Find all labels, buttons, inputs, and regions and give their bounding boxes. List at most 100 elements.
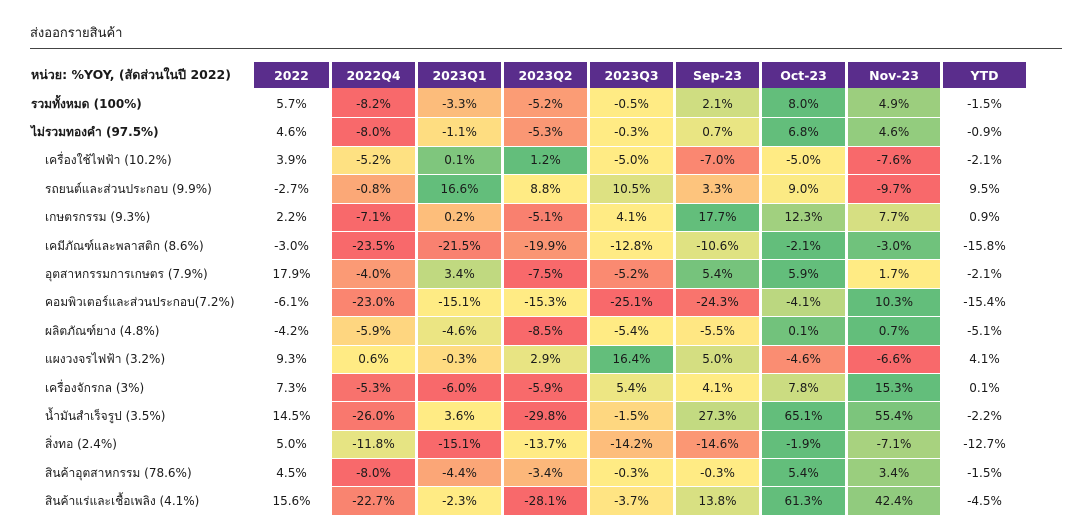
table-header-row: หน่วย: %YOY, (สัดส่วนในปี 2022) 2022 2022…	[31, 62, 1026, 88]
value-cell: 7.7%	[848, 203, 940, 232]
value-cell: -7.0%	[676, 146, 759, 176]
value-cell: -2.1%	[943, 260, 1026, 289]
value-cell: -4.6%	[762, 345, 845, 374]
value-cell: -4.0%	[332, 260, 415, 289]
value-cell: 10.5%	[590, 175, 673, 204]
value-cell: -11.8%	[332, 430, 415, 460]
value-cell: 5.0%	[254, 431, 329, 460]
value-cell: 9.0%	[762, 175, 845, 204]
value-cell: -23.0%	[332, 288, 415, 318]
value-cell: -19.9%	[504, 231, 587, 261]
value-cell: -2.3%	[418, 487, 501, 516]
value-cell: -5.5%	[676, 317, 759, 346]
value-cell: 3.9%	[254, 147, 329, 176]
value-cell: -3.0%	[254, 232, 329, 261]
row-label: สินค้าอุตสาหกรรม (78.6%)	[45, 465, 192, 480]
value-cell: -6.1%	[254, 289, 329, 318]
value-cell: 0.1%	[418, 146, 501, 176]
row-label: รวมทั้งหมด (100%)	[31, 96, 142, 111]
value-cell: 4.9%	[848, 88, 940, 119]
value-cell: 9.3%	[254, 346, 329, 374]
table-row: เกษตรกรรม (9.3%) 2.2% -7.1% 0.2% -5.1% 4.1% 17…	[31, 203, 1026, 232]
value-cell: -2.2%	[943, 402, 1026, 431]
value-cell: -0.3%	[590, 118, 673, 147]
value-cell: -3.0%	[848, 231, 940, 261]
value-cell: -1.1%	[418, 118, 501, 147]
value-cell: -5.2%	[504, 88, 587, 119]
row-label: รถยนต์และส่วนประกอบ (9.9%)	[45, 181, 212, 196]
value-cell: 2.2%	[254, 204, 329, 232]
value-cell: 3.6%	[418, 402, 501, 431]
value-cell: 65.1%	[762, 402, 845, 431]
value-cell: -5.3%	[504, 118, 587, 147]
value-cell: -3.3%	[418, 88, 501, 119]
value-cell: 5.9%	[762, 260, 845, 289]
row-label: สินค้าแร่และเชื้อเพลิง (4.1%)	[45, 494, 200, 509]
table-row: อุตสาหกรรมการเกษตร (7.9%) 17.9% -4.0% 3.4% -…	[31, 260, 1026, 289]
value-cell: 17.9%	[254, 260, 329, 289]
value-cell: -9.7%	[848, 175, 940, 204]
value-cell: -23.5%	[332, 231, 415, 261]
row-label: ผลิตภัณฑ์ยาง (4.8%)	[45, 323, 160, 338]
value-cell: 12.3%	[762, 203, 845, 232]
row-label: น้ำมันสำเร็จรูป (3.5%)	[45, 408, 166, 423]
value-cell: -10.6%	[676, 231, 759, 261]
value-cell: 8.8%	[504, 175, 587, 204]
value-cell: 15.3%	[848, 373, 940, 403]
value-cell: -5.0%	[590, 146, 673, 176]
table-row: ไม่รวมทองคำ (97.5%) 4.6% -8.0% -1.1% -5.3% -0…	[31, 118, 1026, 147]
value-cell: -2.1%	[762, 231, 845, 261]
value-cell: 7.8%	[762, 373, 845, 403]
column-header: Oct-23	[762, 62, 845, 88]
value-cell: -7.1%	[332, 203, 415, 232]
value-cell: -5.9%	[332, 317, 415, 346]
value-cell: 7.3%	[254, 374, 329, 403]
value-cell: -22.7%	[332, 487, 415, 516]
value-cell: -0.3%	[590, 459, 673, 488]
title-divider	[30, 48, 1062, 49]
value-cell: -5.2%	[590, 260, 673, 289]
value-cell: 16.4%	[590, 345, 673, 374]
value-cell: -1.9%	[762, 430, 845, 460]
table-row: สิ่งทอ (2.4%) 5.0% -11.8% -15.1% -13.7% -14.2…	[31, 430, 1026, 460]
value-cell: 0.2%	[418, 203, 501, 232]
value-cell: 2.9%	[504, 345, 587, 374]
value-cell: -15.8%	[943, 232, 1026, 261]
value-cell: 27.3%	[676, 402, 759, 431]
value-cell: -0.5%	[590, 88, 673, 119]
row-label: เครื่องจักรกล (3%)	[45, 380, 145, 395]
value-cell: -0.3%	[676, 459, 759, 488]
value-cell: -4.4%	[418, 459, 501, 488]
value-cell: -3.7%	[590, 487, 673, 516]
value-cell: -5.4%	[590, 317, 673, 346]
value-cell: -6.0%	[418, 373, 501, 403]
value-cell: -13.7%	[504, 430, 587, 460]
value-cell: -29.8%	[504, 402, 587, 431]
value-cell: 3.4%	[848, 459, 940, 488]
value-cell: -2.7%	[254, 175, 329, 204]
value-cell: -3.4%	[504, 459, 587, 488]
table-row: สินค้าแร่และเชื้อเพลิง (4.1%) 15.6% -22.7%…	[31, 487, 1026, 516]
value-cell: -1.5%	[943, 459, 1026, 488]
value-cell: 61.3%	[762, 487, 845, 516]
row-label: สิ่งทอ (2.4%)	[45, 437, 117, 452]
value-cell: 3.4%	[418, 260, 501, 289]
value-cell: 0.6%	[332, 345, 415, 374]
value-cell: 5.7%	[254, 88, 329, 119]
column-header: 2022Q4	[332, 62, 415, 88]
value-cell: 17.7%	[676, 203, 759, 232]
value-cell: 4.1%	[590, 203, 673, 232]
value-cell: 8.0%	[762, 88, 845, 119]
table-row: เครื่องใช้ไฟฟ้า (10.2%) 3.9% -5.2% 0.1% 1.2%…	[31, 146, 1026, 176]
value-cell: -5.1%	[943, 317, 1026, 346]
value-cell: 4.6%	[254, 118, 329, 147]
value-cell: -2.1%	[943, 147, 1026, 176]
value-cell: 5.0%	[676, 345, 759, 374]
row-label: เกษตรกรรม (9.3%)	[45, 210, 151, 225]
value-cell: -4.6%	[418, 317, 501, 346]
table-row: รวมทั้งหมด (100%) 5.7% -8.2% -3.3% -5.2% -0.5…	[31, 88, 1026, 119]
value-cell: -7.5%	[504, 260, 587, 289]
row-label: แผงวงจรไฟฟ้า (3.2%)	[45, 352, 166, 367]
table-body: รวมทั้งหมด (100%) 5.7% -8.2% -3.3% -5.2% -0.5…	[31, 88, 1026, 516]
column-header: 2023Q3	[590, 62, 673, 88]
